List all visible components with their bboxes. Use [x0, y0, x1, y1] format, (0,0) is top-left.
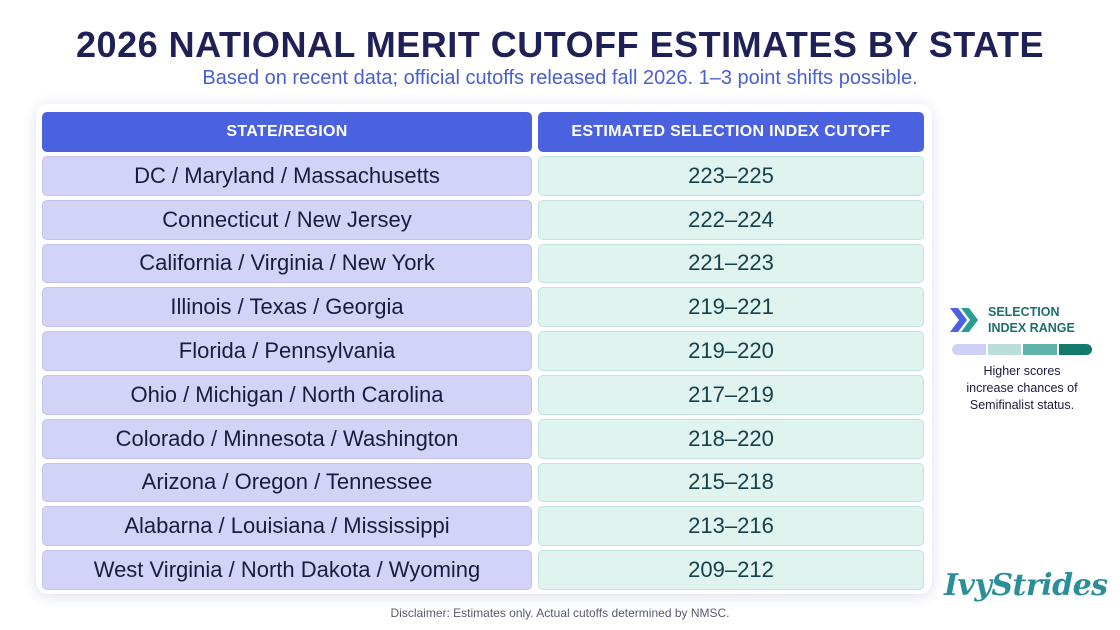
cutoff-cell: 209–212 [538, 550, 924, 590]
legend-scale-segment [1023, 344, 1057, 355]
legend-color-scale [952, 344, 1092, 355]
disclaimer: Disclaimer: Estimates only. Actual cutof… [390, 606, 730, 620]
column-header-state: STATE/REGION [42, 112, 532, 152]
column-header-cutoff: ESTIMATED SELECTION INDEX CUTOFF [538, 112, 924, 152]
page-subtitle: Based on recent data; official cutoffs r… [202, 67, 918, 89]
state-cell: Arizona / Oregon / Tennessee [42, 462, 532, 503]
table-row: West Virginia / North Dakota / Wyoming 2… [42, 550, 924, 590]
legend-scale-segment [1058, 344, 1092, 355]
table-row: Connecticut / New Jersey 222–224 [42, 199, 924, 240]
table-row: Illinois / Texas / Georgia 219–221 [42, 287, 924, 328]
legend-note-line: Higher scores [983, 364, 1061, 378]
state-cell: Alabarna / Louisiana / Mississippi [42, 506, 532, 547]
legend-title-line: SELECTION [988, 305, 1060, 319]
cutoff-cell: 219–220 [538, 331, 924, 371]
table-row: California / Virginia / New York 221–223 [42, 243, 924, 284]
legend-note-line: increase chances of [966, 381, 1078, 395]
state-cell: California / Virginia / New York [42, 243, 532, 284]
state-cell: West Virginia / North Dakota / Wyoming [42, 550, 532, 590]
table-header: STATE/REGION ESTIMATED SELECTION INDEX C… [42, 112, 924, 152]
ivystrides-logo: IvyStrides [944, 568, 1108, 603]
state-cell: Connecticut / New Jersey [42, 199, 532, 240]
legend-title: SELECTION INDEX RANGE [988, 304, 1075, 336]
legend-note: Higher scores increase chances of Semifi… [948, 363, 1096, 414]
cutoff-cell: 223–225 [538, 156, 924, 196]
state-cell: DC / Maryland / Massachusetts [42, 156, 532, 196]
table-row: Colorado / Minnesota / Washington 218–22… [42, 418, 924, 459]
cutoff-cell: 222–224 [538, 199, 924, 240]
table-row: Alabarna / Louisiana / Mississippi 213–2… [42, 506, 924, 547]
table-row: DC / Maryland / Massachusetts 223–225 [42, 156, 924, 196]
page-title: 2026 NATIONAL MERIT CUTOFF ESTIMATES BY … [76, 24, 1044, 65]
table-row: Arizona / Oregon / Tennessee 215–218 [42, 462, 924, 503]
legend-title-line: INDEX RANGE [988, 321, 1075, 335]
state-cell: Illinois / Texas / Georgia [42, 287, 532, 328]
legend-header: SELECTION INDEX RANGE [948, 304, 1096, 336]
state-cell: Ohio / Michigan / North Carolina [42, 374, 532, 415]
table-row: Ohio / Michigan / North Carolina 217–219 [42, 374, 924, 415]
cutoff-table: STATE/REGION ESTIMATED SELECTION INDEX C… [36, 104, 932, 594]
table-body: DC / Maryland / Massachusetts 223–225 Co… [42, 156, 924, 590]
cutoff-cell: 217–219 [538, 374, 924, 415]
table-row: Florida / Pennsylvania 219–220 [42, 331, 924, 371]
cutoff-cell: 215–218 [538, 462, 924, 503]
cutoff-cell: 218–220 [538, 418, 924, 459]
selection-index-legend: SELECTION INDEX RANGE Higher scores incr… [948, 304, 1096, 414]
legend-scale-segment [952, 344, 986, 355]
double-chevron-right-icon [950, 308, 978, 332]
cutoff-cell: 221–223 [538, 243, 924, 284]
cutoff-cell: 219–221 [538, 287, 924, 328]
cutoff-cell: 213–216 [538, 506, 924, 547]
state-cell: Colorado / Minnesota / Washington [42, 418, 532, 459]
legend-note-line: Semifinalist status. [969, 398, 1075, 412]
legend-scale-segment [987, 344, 1021, 355]
state-cell: Florida / Pennsylvania [42, 331, 532, 371]
